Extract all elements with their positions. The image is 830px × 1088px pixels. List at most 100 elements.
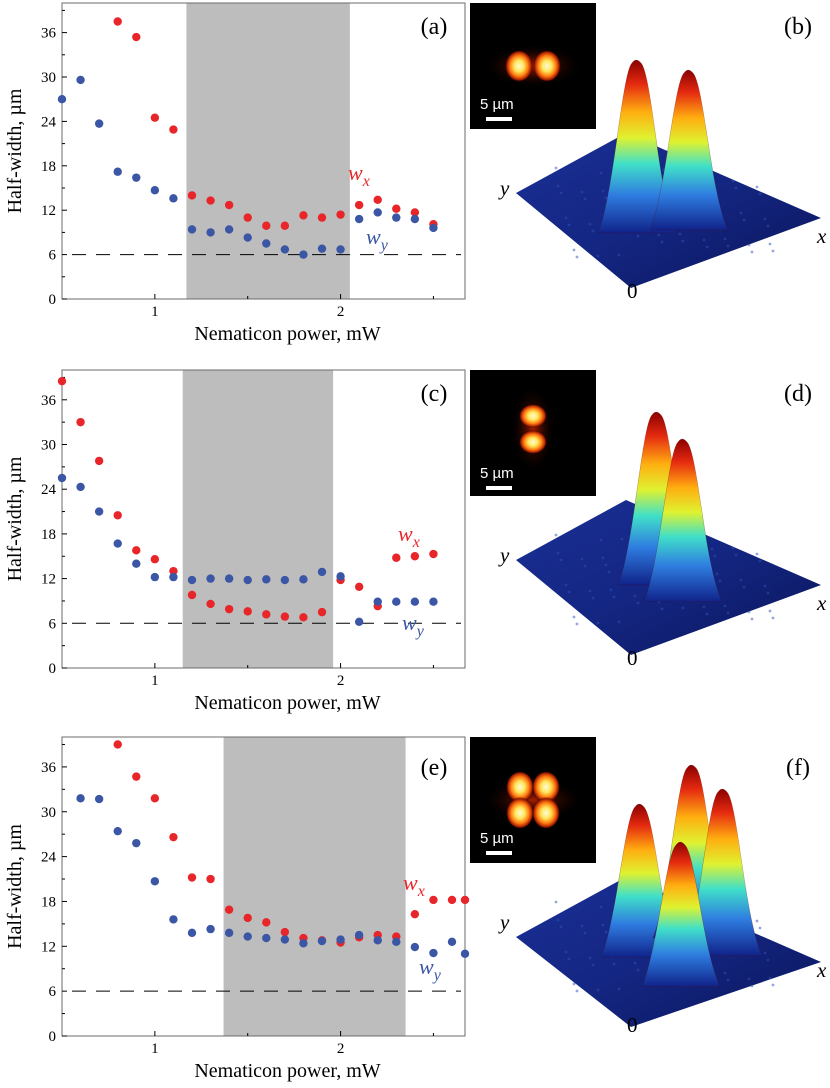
data-point-wx (410, 208, 420, 217)
data-point-wx (113, 511, 122, 520)
series-label-main: w (366, 224, 381, 249)
surface-noise (617, 620, 621, 624)
plot-frame (61, 369, 466, 669)
data-point-wx (113, 17, 122, 26)
surface-peak (649, 69, 729, 231)
data-point-wy (392, 937, 401, 947)
surface-noise (636, 234, 640, 238)
surface-noise (726, 978, 730, 982)
data-point-wy (354, 214, 364, 224)
data-point-wy (113, 539, 122, 548)
surface-noise (604, 930, 608, 934)
data-point-wx (169, 566, 178, 576)
inset-spot (532, 797, 560, 829)
data-point-wx (76, 417, 85, 427)
surface-plot: y x 0 (498, 59, 827, 303)
data-point-wx (113, 740, 122, 749)
surface-origin-label: 0 (627, 1013, 638, 1037)
surface-noise (715, 572, 719, 576)
surface-x-label: x (816, 224, 827, 248)
series-label-wy: wy (366, 224, 389, 254)
surface-noise (580, 190, 584, 194)
data-point-wy (354, 617, 364, 627)
data-point-wx (354, 582, 364, 591)
data-point-wy (392, 213, 401, 222)
data-point-wy (224, 574, 234, 583)
data-point-wy (132, 838, 141, 848)
surface-noise (580, 557, 584, 561)
y-tick-label: 24 (41, 850, 57, 866)
surface-noise (763, 951, 767, 955)
surface-noise (755, 552, 759, 556)
series-label-subscript: x (412, 534, 420, 551)
data-point-wy (150, 877, 160, 886)
surface-noise (726, 244, 730, 248)
scale-bar-label: 5 µm (480, 830, 514, 847)
surface-noise (747, 977, 751, 981)
surface-noise (609, 588, 613, 592)
surface-noise (742, 585, 746, 589)
data-point-wy (187, 928, 197, 938)
surface-noise (750, 250, 754, 254)
data-point-wy (169, 194, 178, 203)
plot-frame (61, 2, 466, 300)
data-point-wy (76, 482, 85, 492)
series-label-wx: wx (398, 521, 420, 551)
data-point-wy (187, 575, 197, 585)
data-point-wy (280, 245, 290, 254)
data-point-wx (132, 32, 141, 42)
data-point-wx (224, 604, 234, 614)
surface-noise (747, 610, 751, 614)
beam-profile-inset: 5 µm (470, 3, 596, 129)
surface-noise (591, 229, 595, 233)
surface-noise (575, 989, 579, 993)
surface-noise (742, 218, 746, 222)
data-point-wy (262, 575, 271, 584)
y-axis-title: Half-width, µm (4, 88, 26, 213)
y-axis-title: Half-width, µm (4, 824, 26, 949)
surface-noise (723, 237, 727, 241)
surface-noise (612, 962, 616, 966)
surface-origin-label: 0 (627, 279, 638, 303)
surface-peak (597, 59, 677, 234)
surface-noise (601, 189, 605, 193)
data-point-wy (206, 924, 215, 934)
surface-noise (580, 924, 584, 928)
data-point-wx (429, 549, 438, 559)
surface-plot: y x 0 (498, 411, 827, 670)
data-point-wy (317, 936, 327, 946)
data-point-wy (113, 167, 122, 176)
surface-y-label: y (498, 910, 510, 934)
surface-noise (559, 191, 563, 195)
series-label-main: w (419, 954, 434, 979)
data-point-wy (94, 507, 104, 516)
data-point-wx (169, 832, 178, 842)
data-point-wx (460, 895, 470, 905)
y-tick-label: 18 (41, 159, 56, 175)
shaded-region (182, 370, 334, 668)
data-point-wy (336, 245, 345, 254)
surface-noise (633, 594, 637, 598)
data-point-wx (150, 555, 160, 564)
inset-spot (519, 430, 547, 454)
surface-noise (705, 245, 709, 249)
surface-noise (572, 248, 576, 252)
data-point-wy (57, 95, 67, 104)
surface-noise (723, 604, 727, 608)
data-point-wx (187, 873, 197, 882)
data-point-wx (243, 913, 252, 923)
y-tick-label: 36 (41, 26, 57, 42)
surface-noise (588, 222, 592, 226)
surface-noise (596, 254, 600, 258)
y-tick-label: 30 (41, 70, 56, 86)
surface-noise (771, 983, 775, 987)
surface-noise (601, 556, 605, 560)
data-point-wy (280, 935, 290, 944)
surface-noise (755, 919, 759, 923)
surface-noise (607, 570, 611, 574)
surface-noise (718, 579, 722, 583)
surface-noise (731, 546, 735, 550)
data-point-wy (169, 572, 178, 582)
